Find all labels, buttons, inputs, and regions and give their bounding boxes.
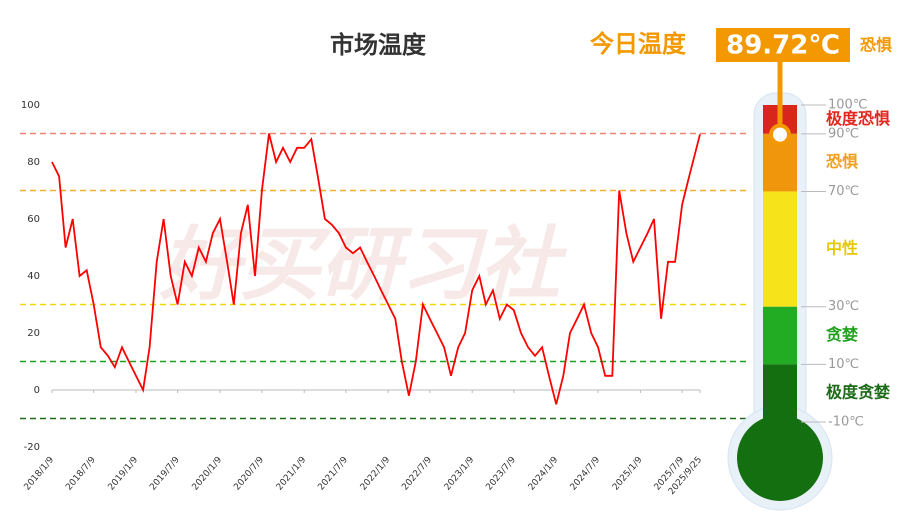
x-tick-label: 2023/1/9 <box>443 455 477 493</box>
pointer-head <box>769 123 791 146</box>
zone-label: 极度恐惧 <box>826 109 890 128</box>
gauge-tick-label: 10℃ <box>828 357 859 372</box>
y-tick-label: -20 <box>24 442 40 453</box>
gauge-tick-label: 90℃ <box>828 126 859 141</box>
zone-label: 恐惧 <box>826 152 858 171</box>
zone <box>763 364 797 422</box>
zone-label: 极度贪婪 <box>826 383 890 402</box>
y-tick-label: 20 <box>27 328 40 339</box>
today-label: 今日温度 <box>590 30 687 58</box>
x-tick-label: 2021/1/9 <box>275 455 309 493</box>
gauge-tick-label: -10℃ <box>828 415 864 430</box>
status-label: 恐惧 <box>860 36 892 55</box>
x-tick-label: 2019/7/9 <box>148 455 182 493</box>
watermark: 好买研习社 <box>159 218 568 311</box>
gauge-tick-label: 70℃ <box>828 184 859 199</box>
zone <box>763 191 797 307</box>
zone-label: 中性 <box>826 239 858 258</box>
x-tick-label: 2024/1/9 <box>527 455 561 493</box>
chart-title: 市场温度 <box>330 31 427 59</box>
zone-label: 贪婪 <box>825 325 858 344</box>
bulb <box>737 415 823 501</box>
y-tick-label: 0 <box>34 385 40 396</box>
y-tick-label: 80 <box>27 157 40 168</box>
zone <box>763 306 797 365</box>
data-line <box>51 133 701 405</box>
value-label: 89.72℃ <box>726 31 840 61</box>
gauge-tick-label: 100℃ <box>828 98 867 113</box>
x-tick-label: 2021/7/9 <box>316 455 350 493</box>
x-tick-label: 2019/1/9 <box>107 455 141 493</box>
x-tick-label: 2022/7/9 <box>400 455 434 493</box>
x-tick-label: 2020/7/9 <box>232 455 266 493</box>
x-tick-label: 2022/1/9 <box>359 455 393 493</box>
x-tick-label: 2020/1/9 <box>191 455 225 493</box>
x-tick-label: 2018/1/9 <box>23 455 57 493</box>
x-tick-label: 2023/7/9 <box>484 455 518 493</box>
x-tick-label: 2025/1/9 <box>611 455 645 493</box>
y-tick-label: 40 <box>27 271 40 282</box>
x-tick-label: 2018/7/9 <box>64 455 98 493</box>
gauge-tick-label: 30℃ <box>828 299 859 314</box>
y-tick-label: 100 <box>21 100 40 111</box>
y-tick-label: 60 <box>27 214 40 225</box>
x-tick-label: 2024/7/9 <box>569 455 603 493</box>
value-box <box>716 28 850 62</box>
